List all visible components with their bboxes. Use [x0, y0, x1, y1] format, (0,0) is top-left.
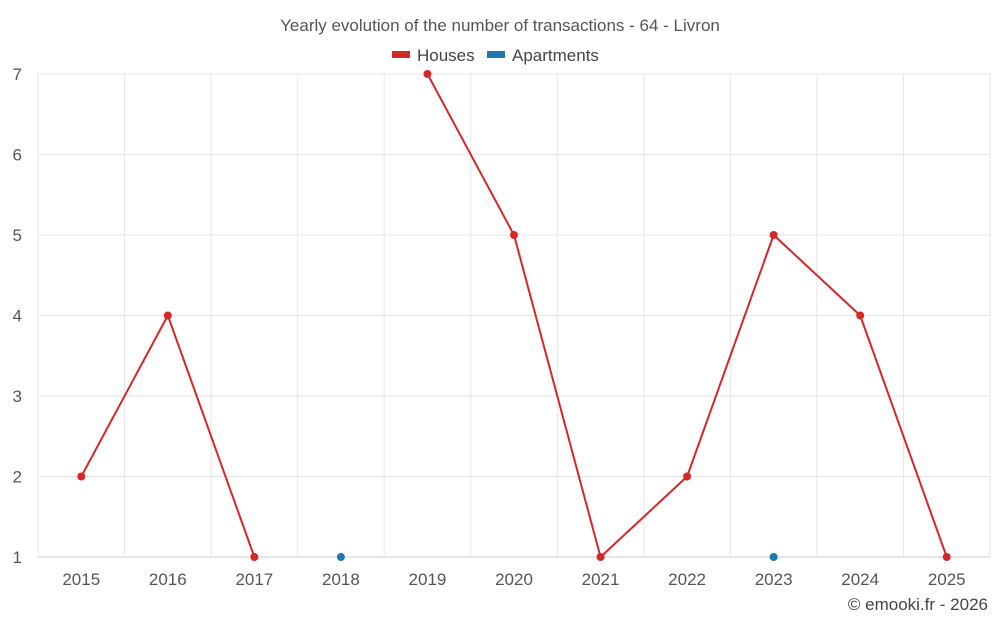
- x-tick-label: 2021: [582, 570, 620, 589]
- data-point-houses[interactable]: [250, 553, 259, 561]
- data-point-houses[interactable]: [769, 231, 778, 239]
- x-tick-label: 2017: [235, 570, 273, 589]
- data-point-houses[interactable]: [163, 311, 172, 320]
- x-tick-label: 2018: [322, 570, 360, 589]
- series-line-houses: [80, 313, 256, 558]
- x-tick-label: 2020: [495, 570, 533, 589]
- legend-swatch-apartments: [487, 51, 505, 58]
- x-tick-label: 2023: [755, 570, 793, 589]
- legend-label-houses[interactable]: Houses: [417, 46, 475, 65]
- data-point-houses[interactable]: [77, 472, 86, 481]
- legend: Houses Apartments: [392, 46, 599, 65]
- x-tick-label: 2015: [62, 570, 100, 589]
- legend-swatch-houses: [392, 51, 410, 58]
- data-point-houses[interactable]: [423, 70, 432, 78]
- legend-label-apartments[interactable]: Apartments: [512, 46, 599, 65]
- data-point-apartments[interactable]: [336, 553, 345, 561]
- x-tick-label: 2024: [841, 570, 879, 589]
- x-tick-label: 2025: [928, 570, 966, 589]
- y-tick-label: 3: [13, 387, 22, 406]
- chart-title: Yearly evolution of the number of transa…: [280, 16, 720, 35]
- y-tick-label: 1: [13, 548, 22, 567]
- data-point-houses[interactable]: [510, 231, 518, 239]
- y-tick-label: 7: [13, 65, 22, 84]
- y-axis: 1 2 3 4 5 6 7: [13, 65, 22, 567]
- x-tick-label: 2019: [409, 570, 447, 589]
- series-layer: [77, 70, 951, 561]
- credit: © emooki.fr - 2026: [848, 595, 988, 614]
- x-tick-label: 2022: [668, 570, 706, 589]
- y-tick-label: 2: [13, 468, 22, 487]
- grid: [37, 73, 991, 558]
- data-point-apartments[interactable]: [769, 553, 778, 561]
- y-tick-label: 4: [13, 307, 22, 326]
- x-tick-label: 2016: [149, 570, 187, 589]
- y-tick-label: 5: [13, 226, 22, 245]
- y-tick-label: 6: [13, 146, 22, 165]
- data-point-houses[interactable]: [683, 472, 692, 481]
- x-axis: 2015 2016 2017 2018 2019 2020 2021 2022 2023 2024…: [62, 570, 965, 589]
- data-point-houses[interactable]: [856, 311, 865, 320]
- data-point-houses[interactable]: [596, 553, 605, 561]
- data-point-houses[interactable]: [942, 553, 951, 561]
